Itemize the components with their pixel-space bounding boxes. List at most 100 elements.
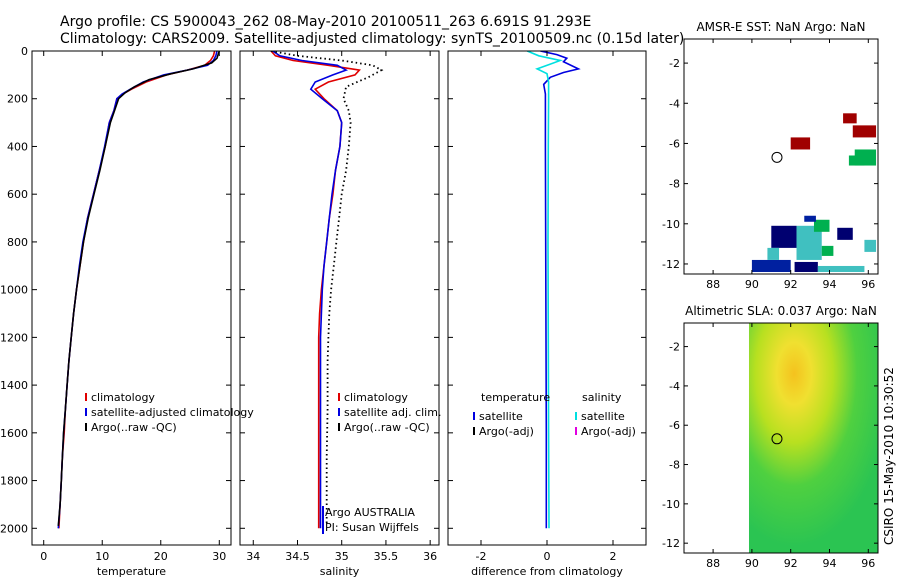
sst_map-patch bbox=[852, 125, 877, 138]
difference-xtick-label: -2 bbox=[476, 550, 487, 563]
sst_map-title: AMSR-E SST: NaN Argo: NaN bbox=[696, 20, 865, 34]
salinity-xtick-label: 34 bbox=[246, 550, 260, 563]
sla_map-ytick-label: -6 bbox=[669, 419, 680, 432]
sla_map-xtick-label: 94 bbox=[823, 557, 837, 570]
sst_map-patch bbox=[751, 259, 791, 272]
sla_map-ytick-label: -10 bbox=[662, 498, 680, 511]
temperature-xtick-label: 20 bbox=[154, 550, 168, 563]
sst-map: AMSR-E SST: NaN Argo: NaN 88 90 92 94 96 -2 -4 -… bbox=[662, 20, 879, 291]
salinity-frame bbox=[239, 50, 440, 546]
sla_map-ytick-label: -2 bbox=[669, 341, 680, 354]
temperature-ytick-label: 800 bbox=[7, 236, 28, 249]
temperature-legend-label: Argo(..raw -QC) bbox=[91, 421, 177, 434]
sst_map-xtick-label: 92 bbox=[784, 278, 798, 291]
temperature-legend-label: climatology bbox=[91, 391, 155, 404]
difference-legend-label: Argo(-adj) bbox=[479, 425, 534, 438]
sst_map-ytick-label: -12 bbox=[662, 258, 680, 271]
temperature-ytick-label: 400 bbox=[7, 140, 28, 153]
salinity-legend-label: Argo(..raw -QC) bbox=[344, 421, 430, 434]
temperature-ytick-label: 1000 bbox=[0, 284, 28, 297]
difference-legend-label: satellite bbox=[479, 410, 523, 423]
sst_map-patch bbox=[771, 225, 797, 248]
sst_map-ytick-label: -10 bbox=[662, 218, 680, 231]
temperature-legend-label: satellite-adjusted climatology bbox=[91, 406, 254, 419]
difference-legend-header-temperature: temperature bbox=[481, 391, 550, 404]
sst_map-patch bbox=[794, 261, 818, 272]
difference-xlabel: difference from climatology bbox=[471, 565, 623, 578]
temperature-ytick-label: 0 bbox=[21, 45, 28, 58]
sst_map-xtick-label: 96 bbox=[861, 278, 875, 291]
difference-plot: -2 0 2 difference from climatology temperatu… bbox=[447, 50, 647, 578]
sla_map-ytick-label: -8 bbox=[669, 459, 680, 472]
temperature-ytick-label: 1600 bbox=[0, 427, 28, 440]
sst_map-xtick-label: 90 bbox=[745, 278, 759, 291]
sla_map-xtick-label: 92 bbox=[784, 557, 798, 570]
side-timestamp: CSIRO 15-May-2010 10:30:52 bbox=[882, 367, 896, 545]
temperature-ytick-label: 1400 bbox=[0, 379, 28, 392]
salinity-series-0 bbox=[270, 51, 362, 529]
sla_map-xtick-label: 96 bbox=[861, 557, 875, 570]
sst_map-patch bbox=[817, 265, 865, 272]
temperature-ytick-label: 1200 bbox=[0, 331, 28, 344]
sst_map-ytick-label: -8 bbox=[669, 178, 680, 191]
difference-xtick-label: 0 bbox=[544, 550, 551, 563]
difference-xtick-label: 2 bbox=[610, 550, 617, 563]
sst_map-frame bbox=[683, 38, 879, 275]
temperature-xlabel: temperature bbox=[97, 565, 166, 578]
temperature-xtick-label: 30 bbox=[212, 550, 226, 563]
sla_map-field bbox=[748, 323, 878, 553]
salinity-annotation-pi: PI: Susan Wijffels bbox=[325, 521, 419, 534]
difference-legend-header-salinity: salinity bbox=[582, 391, 622, 404]
temperature-ytick-label: 200 bbox=[7, 93, 28, 106]
temperature-series-2 bbox=[57, 51, 221, 526]
difference-series-0 bbox=[540, 51, 581, 529]
sla_map-title: Altimetric SLA: 0.037 Argo: NaN bbox=[685, 304, 877, 318]
figure-title-line2: Climatology: CARS2009. Satellite-adjuste… bbox=[60, 31, 684, 47]
temperature-series-1 bbox=[57, 51, 218, 529]
temperature-xtick-label: 10 bbox=[95, 550, 109, 563]
figure-title-line1: Argo profile: CS 5900043_262 08-May-2010… bbox=[60, 14, 591, 30]
sla_map-xtick-label: 90 bbox=[745, 557, 759, 570]
salinity-xtick-label: 35.5 bbox=[374, 550, 399, 563]
sst_map-ytick-label: -2 bbox=[669, 57, 680, 70]
salinity-legend-label: satellite adj. clim. bbox=[344, 406, 441, 419]
sla_map-ytick-label: -4 bbox=[669, 380, 680, 393]
sst_map-xtick-label: 88 bbox=[706, 278, 720, 291]
difference-legend-label: Argo(-adj) bbox=[581, 425, 636, 438]
temperature-ytick-label: 2000 bbox=[0, 522, 28, 535]
salinity-plot: 34 34.5 35 35.5 36 salinity climatology satelli… bbox=[239, 50, 441, 578]
sst_map-patch bbox=[821, 245, 834, 256]
salinity-xtick-label: 35 bbox=[335, 550, 349, 563]
sla_map-ytick-label: -12 bbox=[662, 537, 680, 550]
temperature-plot: 0 10 20 30 temperature 0 200 400 600 800 1000 1200 1… bbox=[0, 45, 254, 578]
sst_map-patch bbox=[813, 219, 830, 232]
temperature-frame bbox=[31, 50, 232, 546]
sst_map-ytick-label: -4 bbox=[669, 97, 680, 110]
sla-map: Altimetric SLA: 0.037 Argo: NaN 88 90 92 94 9… bbox=[662, 304, 879, 570]
sst_map-patch bbox=[843, 113, 857, 124]
sst_map-patch bbox=[804, 215, 816, 222]
sla_map-xtick-label: 88 bbox=[706, 557, 720, 570]
temperature-series-0 bbox=[58, 51, 216, 529]
salinity-series-2 bbox=[270, 51, 384, 526]
sst_map-patch bbox=[790, 137, 811, 150]
salinity-xtick-label: 36 bbox=[423, 550, 437, 563]
sst_map-argo-marker bbox=[771, 151, 783, 163]
sst_map-patch bbox=[767, 247, 780, 260]
temperature-ytick-label: 600 bbox=[7, 188, 28, 201]
sst_map-ytick-label: -6 bbox=[669, 137, 680, 150]
salinity-legend-label: climatology bbox=[344, 391, 408, 404]
salinity-xlabel: salinity bbox=[320, 565, 360, 578]
temperature-xtick-label: 0 bbox=[40, 550, 47, 563]
sst_map-patch bbox=[848, 155, 865, 166]
difference-legend-label: satellite bbox=[581, 410, 625, 423]
salinity-xtick-label: 34.5 bbox=[285, 550, 310, 563]
temperature-ytick-label: 1800 bbox=[0, 475, 28, 488]
sla_map-frame bbox=[683, 322, 879, 554]
salinity-series-1 bbox=[272, 51, 349, 529]
sst_map-xtick-label: 94 bbox=[823, 278, 837, 291]
sst_map-patch bbox=[864, 239, 877, 252]
difference-series-1 bbox=[526, 51, 564, 529]
sla_map-argo-marker bbox=[771, 433, 783, 445]
